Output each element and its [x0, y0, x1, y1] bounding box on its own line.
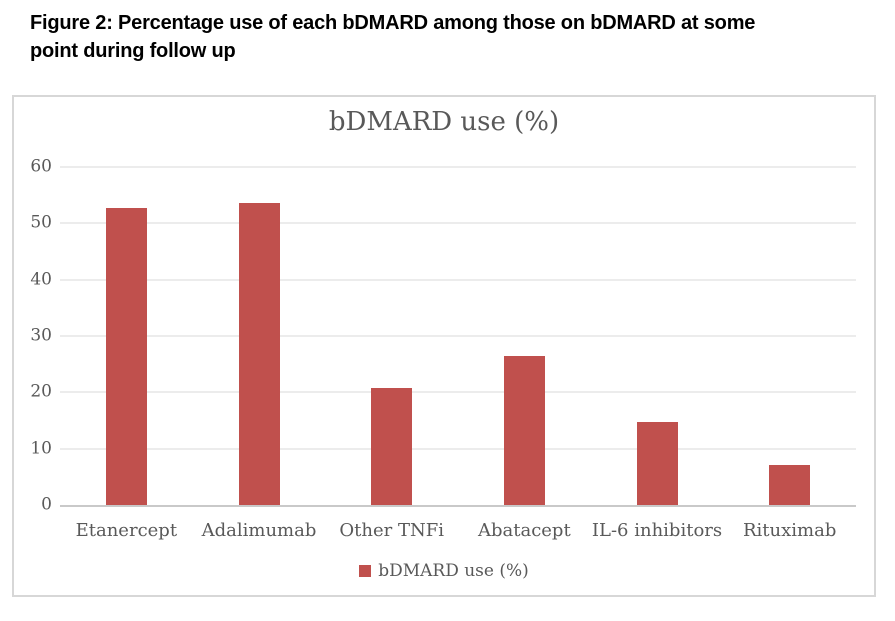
- bar-slot: [591, 167, 724, 505]
- bar-slot: [193, 167, 326, 505]
- bar: [371, 387, 413, 505]
- gridline: [60, 335, 856, 337]
- bars: [60, 167, 856, 505]
- bar: [238, 202, 280, 505]
- x-category-label: Abatacept: [477, 520, 571, 541]
- legend: bDMARD use (%): [14, 561, 874, 581]
- plot-area: [60, 166, 856, 507]
- y-tick-label: 20: [30, 381, 52, 402]
- chart-panel: bDMARD use (%) 0 10 20 30 40 50 60 Etanercept A…: [12, 95, 876, 597]
- bar: [105, 207, 147, 505]
- chart-title: bDMARD use (%): [328, 107, 560, 137]
- legend-label: bDMARD use (%): [378, 561, 529, 581]
- y-tick-label: 30: [30, 325, 52, 346]
- legend-swatch: [359, 565, 372, 577]
- figure-caption: Figure 2: Percentage use of each bDMARD …: [30, 9, 755, 65]
- gridline: [60, 166, 856, 168]
- gridline: [60, 448, 856, 450]
- x-category-label: Rituximab: [743, 520, 837, 541]
- x-axis-labels: Etanercept Adalimumab Other TNFi Abatacept I…: [60, 520, 856, 541]
- y-tick-label: 50: [30, 212, 52, 233]
- y-axis-labels: 0 10 20 30 40 50 60: [14, 158, 52, 513]
- x-category-label: Adalimumab: [201, 520, 317, 541]
- gridline: [60, 279, 856, 281]
- x-category-label: Etanercept: [75, 520, 178, 541]
- figure-caption-line1: Figure 2: Percentage use of each bDMARD …: [30, 12, 756, 34]
- bar-slot: [325, 167, 458, 505]
- x-axis-line: [60, 505, 856, 507]
- y-tick-label: 0: [41, 494, 52, 515]
- y-tick-label: 60: [30, 156, 52, 177]
- y-tick-label: 10: [30, 438, 52, 459]
- bar: [769, 465, 811, 505]
- x-category-label: Other TNFi: [339, 520, 444, 541]
- figure-caption-line2: point during follow up: [30, 40, 236, 62]
- bar: [503, 355, 545, 505]
- gridline: [60, 391, 856, 393]
- x-category-label: IL-6 inhibitors: [591, 520, 723, 541]
- bar-slot: [60, 167, 193, 505]
- gridline: [60, 222, 856, 224]
- bar: [636, 422, 678, 505]
- bar-slot: [458, 167, 591, 505]
- y-tick-label: 40: [30, 269, 52, 290]
- bar-slot: [723, 167, 856, 505]
